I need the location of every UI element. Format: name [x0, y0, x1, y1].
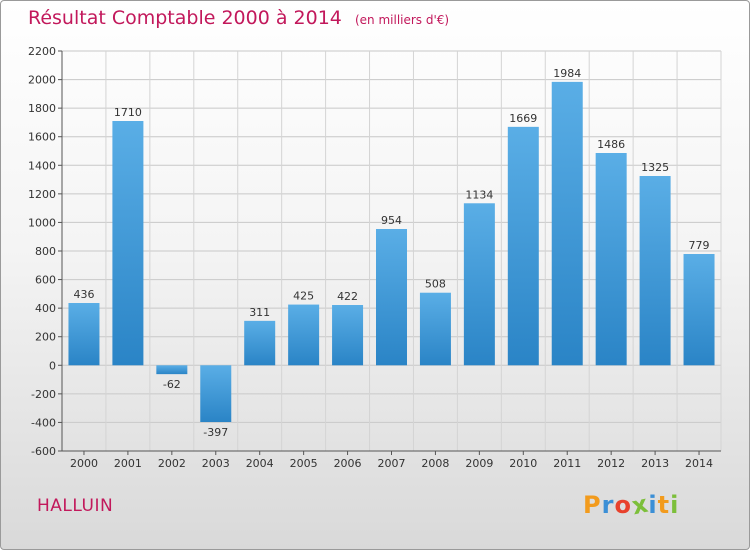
bar	[200, 365, 232, 422]
data-label: 422	[337, 290, 358, 303]
x-tick-label: 2014	[685, 457, 713, 470]
x-tick-label: 2005	[290, 457, 318, 470]
data-label: 311	[249, 306, 270, 319]
y-tick-label: -200	[31, 388, 56, 401]
data-label: 508	[425, 278, 446, 291]
x-tick-label: 2004	[246, 457, 274, 470]
x-tick-label: 2003	[202, 457, 230, 470]
y-tick-label: 400	[35, 302, 56, 315]
labels: -600 -400 -200 0 200 400 600 800 1000 1200 1400 160…	[28, 45, 713, 470]
bar	[463, 203, 495, 366]
x-tick-label: 2010	[509, 457, 537, 470]
y-tick-label: 1000	[28, 216, 56, 229]
x-tick-label: 2008	[421, 457, 449, 470]
bar	[376, 229, 407, 366]
y-tick-label: 2000	[28, 74, 56, 87]
logo-letter: P	[583, 491, 602, 519]
bar	[244, 320, 276, 366]
y-tick-label: 200	[35, 331, 56, 344]
y-tick-label: 800	[35, 245, 56, 258]
bar	[156, 365, 188, 375]
axes	[58, 50, 721, 455]
x-tick-label: 2011	[553, 457, 581, 470]
data-label: 1134	[465, 188, 493, 201]
bar	[112, 121, 144, 366]
title-main: Résultat Comptable 2000 à 2014	[28, 7, 342, 29]
y-tick-label: 0	[49, 359, 56, 372]
logo-letter: r	[601, 491, 615, 519]
bar	[68, 303, 100, 366]
x-tick-label: 2006	[334, 457, 362, 470]
data-label: 436	[73, 288, 94, 301]
x-tick-label: 2002	[158, 457, 186, 470]
bar	[419, 292, 451, 366]
y-tick-label: -600	[31, 445, 56, 458]
bars	[68, 81, 715, 422]
bar	[595, 153, 627, 366]
y-tick-label: 1800	[28, 102, 56, 115]
x-tick-label: 2012	[597, 457, 625, 470]
y-tick-label: 1200	[28, 188, 56, 201]
data-label: -397	[203, 426, 228, 439]
data-label: 425	[293, 290, 314, 303]
logo-letter: i	[670, 491, 680, 519]
bar	[683, 254, 715, 366]
title-unit: (en milliers d'€)	[354, 13, 450, 27]
chart-title: Résultat Comptable 2000 à 2014 (en milli…	[28, 7, 449, 29]
commune-name: HALLUIN	[37, 496, 114, 516]
bar	[507, 126, 539, 366]
y-tick-label: 1400	[28, 159, 56, 172]
data-label: 1325	[641, 161, 669, 174]
data-label: 1710	[114, 106, 142, 119]
bar	[551, 81, 583, 366]
bar	[639, 176, 671, 366]
bar	[288, 304, 320, 366]
x-tick-label: 2013	[641, 457, 669, 470]
y-tick-label: 600	[35, 274, 56, 287]
data-label: 779	[689, 239, 710, 252]
x-tick-label: 2000	[70, 457, 98, 470]
proxiti-logo: Proxiti	[583, 490, 680, 521]
y-tick-label: 1600	[28, 131, 56, 144]
data-label: 1984	[553, 67, 581, 80]
logo-letter: o	[614, 491, 632, 519]
x-tick-label: 2001	[114, 457, 142, 470]
data-label: -62	[163, 378, 181, 391]
logo-letter: i	[648, 491, 658, 519]
y-tick-label: -400	[31, 416, 56, 429]
data-label: 1486	[597, 138, 625, 151]
x-tick-label: 2009	[465, 457, 493, 470]
data-label: 954	[381, 214, 402, 227]
logo-letter: t	[657, 491, 671, 519]
y-tick-label: 2200	[28, 45, 56, 58]
x-tick-label: 2007	[378, 457, 406, 470]
data-label: 1669	[509, 112, 537, 125]
bar	[332, 305, 364, 366]
